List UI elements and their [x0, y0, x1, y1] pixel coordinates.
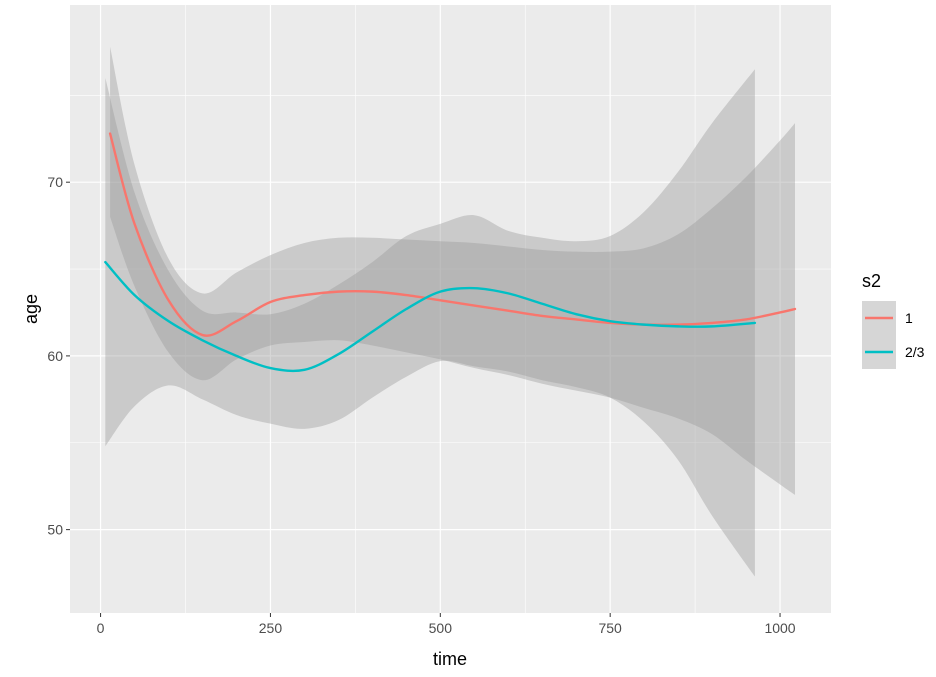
- confidence-ribbons: [105, 46, 795, 577]
- legend: s2 1 2/3: [862, 271, 925, 369]
- grid-minor: [70, 5, 831, 613]
- y-axis-ticks: 50 60 70: [47, 174, 70, 538]
- y-tick-label: 70: [47, 174, 63, 190]
- panel-background: [70, 5, 831, 613]
- legend-title: s2: [862, 271, 881, 291]
- x-tick-label: 750: [598, 620, 622, 636]
- legend-label: 2/3: [905, 344, 925, 360]
- ribbon-series-2: [105, 69, 755, 577]
- legend-label: 1: [905, 310, 913, 326]
- x-axis-title: time: [433, 649, 467, 669]
- y-axis-title: age: [21, 294, 41, 324]
- x-tick-label: 500: [429, 620, 453, 636]
- x-tick-label: 250: [259, 620, 283, 636]
- grid-major: [70, 5, 831, 613]
- line-series-2: [104, 260, 757, 373]
- x-tick-label: 0: [97, 620, 105, 636]
- legend-keys: 1 2/3: [862, 301, 925, 369]
- ribbon-series-1: [110, 46, 795, 495]
- line-series-1: [108, 132, 797, 337]
- x-axis-ticks: 0 250 500 750 1000: [97, 613, 796, 636]
- y-tick-label: 60: [47, 348, 63, 364]
- x-tick-label: 1000: [764, 620, 795, 636]
- y-tick-label: 50: [47, 522, 63, 538]
- series-lines: [104, 132, 797, 373]
